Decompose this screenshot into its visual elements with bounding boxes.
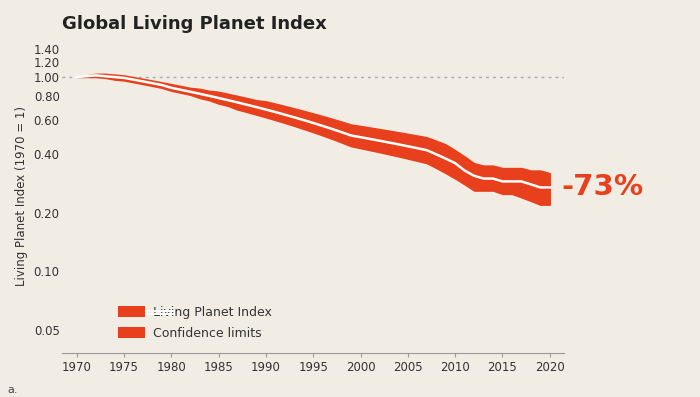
Text: a.: a. — [7, 385, 18, 395]
Text: Global Living Planet Index: Global Living Planet Index — [62, 15, 327, 33]
Y-axis label: Living Planet Index (1970 = 1): Living Planet Index (1970 = 1) — [15, 106, 28, 286]
Text: -73%: -73% — [561, 173, 643, 201]
Legend: Living Planet Index, Confidence limits: Living Planet Index, Confidence limits — [114, 303, 275, 343]
